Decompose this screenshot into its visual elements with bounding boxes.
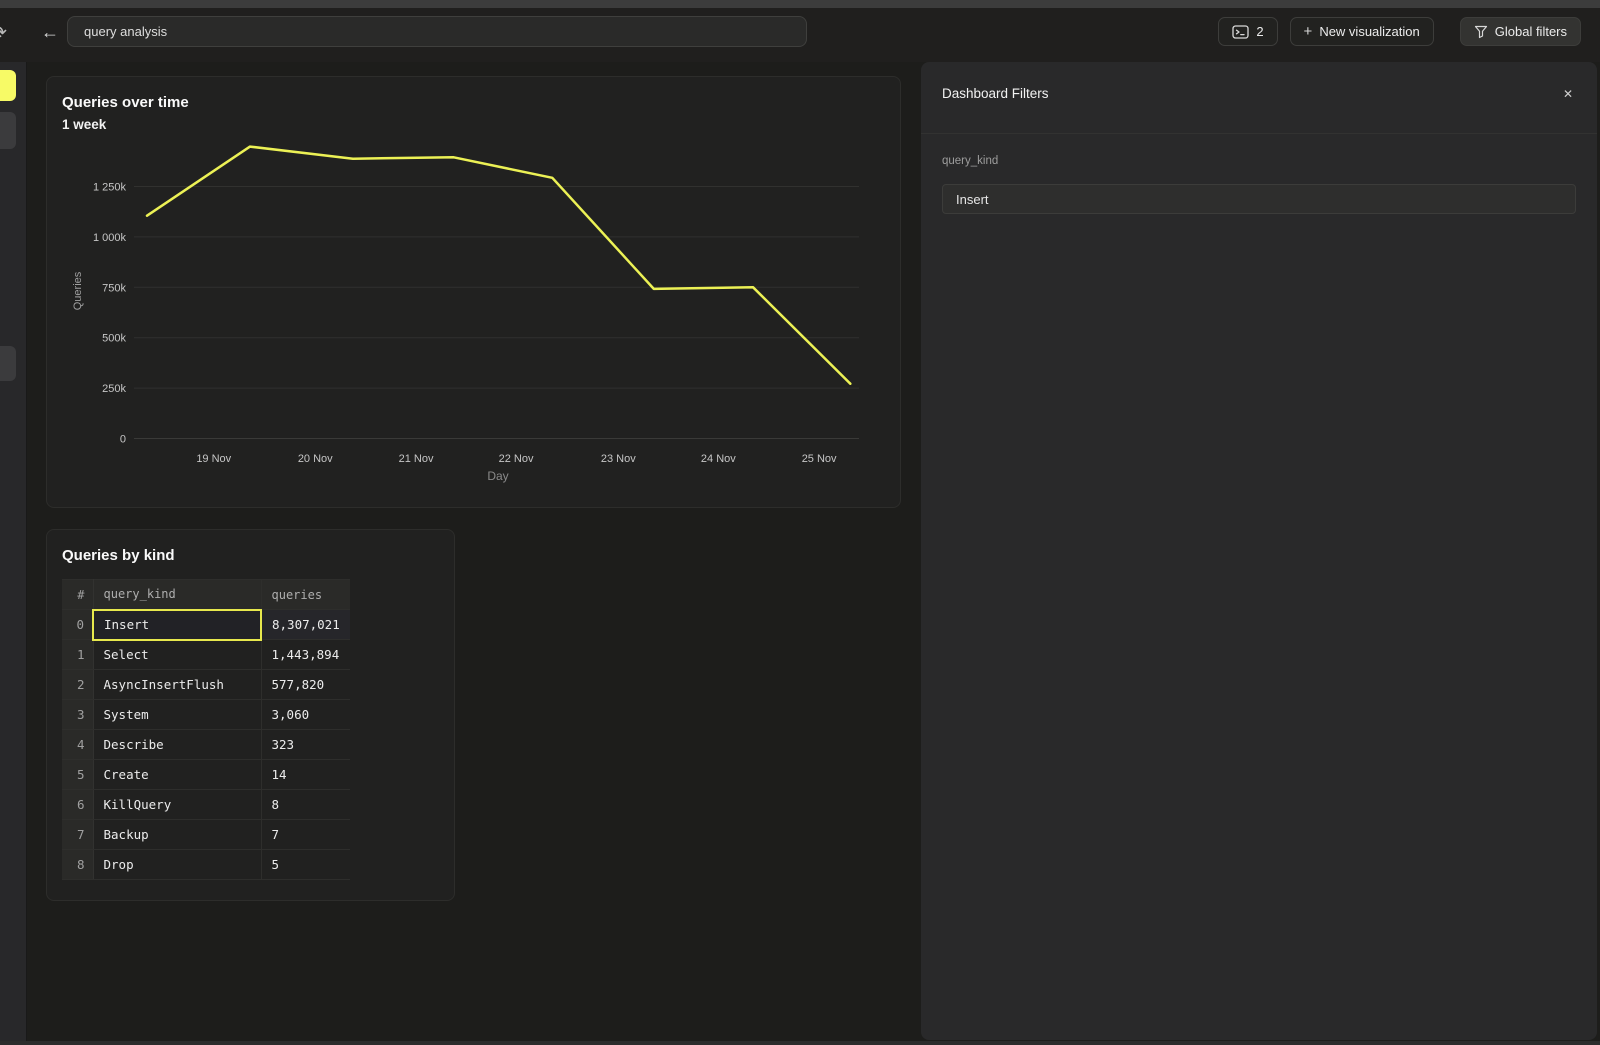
active-visualization-thumbnail[interactable] — [0, 70, 16, 101]
query-kind-cell[interactable]: Describe — [93, 729, 262, 760]
row-index[interactable]: 7 — [62, 819, 94, 850]
window-bottom-strip — [0, 1041, 1600, 1045]
queries-count-cell[interactable]: 5 — [261, 849, 350, 880]
y-axis-tick-label: 0 — [120, 434, 126, 446]
queries-over-time-card: 0 250k 500k 750k 1 000k 1 250k 19 Nov 20 Nov 21 … — [46, 76, 901, 508]
table-row: 7 Backup 7 — [62, 819, 350, 850]
visualization-sidebar — [0, 62, 27, 1041]
x-axis-tick-label: 20 Nov — [298, 453, 333, 465]
row-index[interactable]: 5 — [62, 759, 94, 790]
y-axis-tick-label: 1 250k — [93, 182, 127, 194]
topbar-actions: 2 + New visualization Global filters — [1218, 17, 1581, 46]
close-icon[interactable]: ✕ — [1562, 87, 1574, 101]
query-kind-cell[interactable]: Backup — [93, 819, 262, 850]
queries-count-cell[interactable]: 323 — [261, 729, 350, 760]
row-index[interactable]: 6 — [62, 789, 94, 820]
row-index[interactable]: 1 — [62, 639, 94, 670]
visualization-thumbnail[interactable] — [0, 346, 16, 381]
filters-panel-title: Dashboard Filters — [942, 86, 1049, 101]
row-index[interactable]: 3 — [62, 699, 94, 730]
terminal-icon — [1232, 24, 1249, 39]
x-axis-title: Day — [487, 469, 508, 483]
queries-count-cell[interactable]: 1,443,894 — [261, 639, 350, 670]
window-top-strip — [0, 0, 1600, 8]
x-axis-tick-label: 24 Nov — [701, 453, 736, 465]
query-kind-cell[interactable]: Select — [93, 639, 262, 670]
filter-field-label: query_kind — [942, 155, 999, 167]
queries-count-cell[interactable]: 8,307,021 — [261, 609, 350, 640]
topbar: ⟳ ← 2 + New visualization Global fi — [0, 8, 1600, 62]
plus-icon: + — [1303, 22, 1313, 40]
filter-funnel-icon — [1474, 25, 1488, 39]
sql-console-button[interactable]: 2 — [1218, 17, 1278, 46]
x-axis-tick-label: 22 Nov — [499, 453, 534, 465]
column-header-index[interactable]: # — [62, 579, 94, 610]
chart-title: Queries over time — [62, 94, 189, 111]
row-index[interactable]: 8 — [62, 849, 94, 880]
visualization-thumbnail[interactable] — [0, 112, 16, 149]
table-row: 5 Create 14 — [62, 759, 350, 790]
column-header-query-kind[interactable]: query_kind — [93, 579, 262, 610]
new-visualization-button[interactable]: + New visualization — [1289, 17, 1434, 46]
column-header-queries[interactable]: queries — [261, 579, 350, 610]
panel-divider — [921, 133, 1597, 134]
table-header-row: # query_kind queries — [62, 579, 350, 610]
table-row: 3 System 3,060 — [62, 699, 350, 730]
row-index[interactable]: 0 — [62, 609, 94, 640]
table-row: 6 KillQuery 8 — [62, 789, 350, 820]
global-filters-button[interactable]: Global filters — [1459, 17, 1581, 46]
query-kind-cell[interactable]: Drop — [93, 849, 262, 880]
x-axis-tick-label: 21 Nov — [399, 453, 434, 465]
queries-count-cell[interactable]: 14 — [261, 759, 350, 790]
query-kind-cell[interactable]: KillQuery — [93, 789, 262, 820]
y-axis-tick-label: 500k — [102, 333, 126, 345]
dashboard-filters-panel: Dashboard Filters ✕ query_kind — [921, 62, 1597, 1040]
queries-count-cell[interactable]: 3,060 — [261, 699, 350, 730]
queries-count-cell[interactable]: 8 — [261, 789, 350, 820]
dashboard-title-input[interactable] — [67, 16, 807, 47]
x-axis-tick-label: 25 Nov — [802, 453, 837, 465]
row-index[interactable]: 4 — [62, 729, 94, 760]
x-axis-tick-label: 23 Nov — [601, 453, 636, 465]
history-icon[interactable]: ⟳ — [0, 21, 15, 47]
y-axis-tick-label: 750k — [102, 282, 126, 294]
queries-count-cell[interactable]: 577,820 — [261, 669, 350, 700]
query-kind-cell[interactable]: System — [93, 699, 262, 730]
chart-subtitle: 1 week — [62, 117, 107, 132]
global-filters-label: Global filters — [1494, 24, 1567, 39]
table-row: 1 Select 1,443,894 — [62, 639, 350, 670]
console-count: 2 — [1256, 24, 1264, 39]
table-row: 4 Describe 323 — [62, 729, 350, 760]
back-button[interactable]: ← — [41, 22, 59, 42]
y-axis-tick-label: 1 000k — [93, 232, 127, 244]
query-kind-cell[interactable]: AsyncInsertFlush — [93, 669, 262, 700]
table-row: 2 AsyncInsertFlush 577,820 — [62, 669, 350, 700]
selected-query-kind-cell[interactable]: Insert — [92, 608, 262, 641]
queries-data-line — [145, 145, 852, 385]
table-title: Queries by kind — [62, 547, 175, 564]
x-axis-tick-label: 19 Nov — [196, 453, 231, 465]
query-kind-cell[interactable]: Create — [93, 759, 262, 790]
line-chart: 0 250k 500k 750k 1 000k 1 250k 19 Nov 20 Nov 21 … — [72, 145, 859, 483]
queries-count-cell[interactable]: 7 — [261, 819, 350, 850]
table-row: 8 Drop 5 — [62, 849, 350, 880]
y-axis-title: Queries — [72, 271, 84, 310]
queries-by-kind-card: Queries by kind # query_kind queries 0 In… — [46, 529, 455, 901]
query-kind-filter-input[interactable] — [942, 184, 1576, 214]
row-index[interactable]: 2 — [62, 669, 94, 700]
table-row: 0 Insert 8,307,021 — [62, 608, 350, 641]
new-visualization-label: New visualization — [1319, 24, 1420, 39]
y-axis-tick-label: 250k — [102, 383, 126, 395]
queries-by-kind-table: # query_kind queries 0 Insert 8,307,021 1 Se… — [62, 579, 350, 880]
